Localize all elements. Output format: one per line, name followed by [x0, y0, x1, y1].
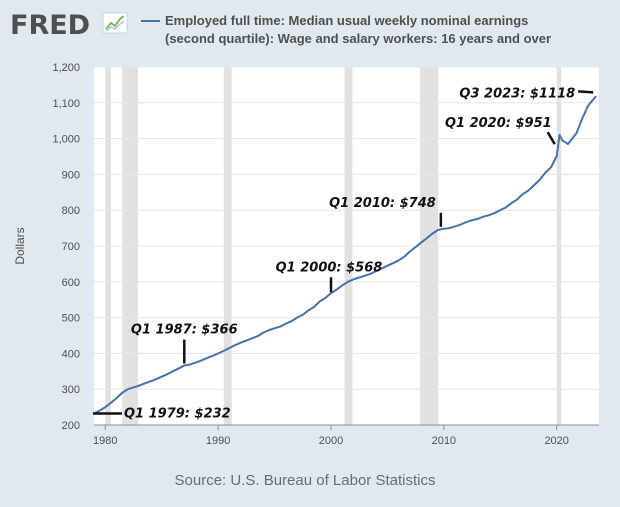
x-tick-label: 2000 — [319, 435, 343, 447]
legend-line-2: (second quartile): Wage and salary worke… — [165, 31, 551, 46]
annotation-label: Q1 1987: $366 — [131, 323, 238, 338]
y-tick-label: 200 — [62, 420, 80, 432]
x-tick-label: 2010 — [432, 435, 456, 447]
fred-logo: FRED — [10, 10, 90, 41]
y-tick-label: 300 — [62, 384, 80, 396]
legend-line-1: Employed full time: Median usual weekly … — [165, 13, 528, 28]
series-line — [93, 95, 597, 415]
y-tick-label: 500 — [62, 313, 80, 325]
annotation-label: Q1 1979: $232 — [124, 407, 231, 422]
x-tick-label: 2020 — [544, 435, 568, 447]
annotation-label: Q3 2023: $1118 — [459, 86, 575, 101]
y-tick-label: 600 — [62, 277, 80, 289]
annotations: Q1 1979: $232 Q1 1987: $366 Q1 2000: $568 Q… — [93, 86, 594, 422]
y-tick-label: 1,100 — [52, 98, 80, 110]
x-tick-label: 1980 — [93, 435, 117, 447]
series-lines — [93, 95, 597, 415]
x-axis-ticks: 1980 1990 2000 2010 2020 — [93, 424, 599, 447]
y-tick-label: 700 — [62, 241, 80, 253]
y-tick-label: 800 — [62, 205, 80, 217]
annotation-label: Q1 2020: $951 — [445, 116, 552, 131]
y-tick-label: 900 — [62, 169, 80, 181]
y-tick-label: 1,200 — [52, 62, 80, 74]
x-tick-label: 1990 — [206, 435, 230, 447]
y-axis-label: Dollars — [13, 227, 27, 264]
y-tick-label: 400 — [62, 348, 80, 360]
source-note: Source: U.S. Bureau of Labor Statistics — [175, 472, 436, 489]
y-axis-ticks: 200 300 400 500 600 700 800 900 1,000 1,100 1,200 — [52, 62, 80, 432]
annotation-pointer — [578, 90, 594, 94]
y-tick-label: 1,000 — [52, 134, 80, 146]
annotation-label: Q1 2000: $568 — [276, 260, 383, 275]
annotation-pointer — [546, 131, 556, 145]
trend-chart-icon — [102, 12, 128, 34]
annotation-label: Q1 2010: $748 — [329, 196, 436, 211]
